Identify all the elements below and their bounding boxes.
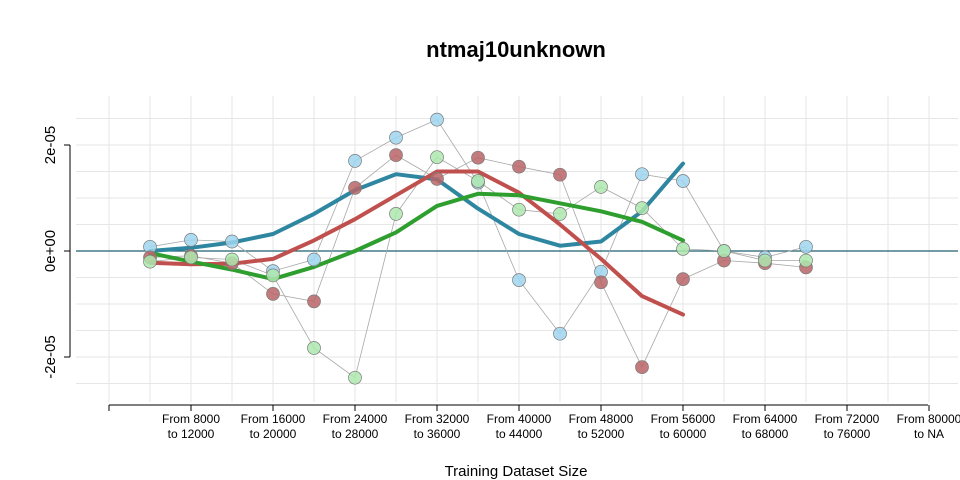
data-point bbox=[594, 275, 608, 290]
x-tick-label: From 40000 to 44000 bbox=[487, 412, 552, 441]
data-point bbox=[389, 148, 403, 162]
data-point bbox=[389, 207, 403, 221]
data-point bbox=[430, 150, 444, 165]
y-tick-label: 0e+00 bbox=[42, 230, 59, 272]
data-point bbox=[430, 112, 444, 127]
data-point bbox=[676, 242, 690, 256]
data-point bbox=[348, 181, 362, 195]
x-axis: From 8000 to 12000 From 16000 to 20000 From … bbox=[108, 404, 960, 441]
data-point bbox=[553, 167, 567, 182]
data-point bbox=[758, 253, 772, 268]
data-point bbox=[635, 201, 649, 215]
data-point bbox=[307, 252, 321, 267]
data-point bbox=[307, 294, 321, 309]
x-tick-label: From 56000 to 60000 bbox=[651, 412, 716, 441]
data-point bbox=[266, 287, 280, 301]
data-point bbox=[307, 341, 321, 355]
data-point bbox=[799, 239, 813, 254]
x-tick-label: From 80000 to NA bbox=[897, 412, 960, 441]
data-point bbox=[184, 250, 198, 265]
data-point bbox=[471, 174, 485, 188]
x-tick-label: From 24000 to 28000 bbox=[323, 412, 388, 441]
data-point bbox=[553, 207, 567, 221]
data-point bbox=[553, 326, 567, 341]
data-point bbox=[266, 268, 280, 283]
x-tick-label: From 48000 to 52000 bbox=[569, 412, 634, 441]
grid bbox=[76, 96, 958, 402]
data-point bbox=[348, 370, 362, 385]
data-point bbox=[799, 253, 813, 268]
data-points bbox=[143, 112, 813, 385]
data-point bbox=[512, 273, 526, 287]
x-tick-label: From 16000 to 20000 bbox=[241, 412, 306, 441]
x-tick-label: From 32000 to 36000 bbox=[405, 412, 470, 441]
chart-title: ntmaj10unknown bbox=[426, 37, 606, 62]
smoothed-line-2 bbox=[148, 191, 685, 282]
x-tick-label: From 8000 to 12000 bbox=[162, 412, 220, 441]
x-tick-label: From 64000 to 68000 bbox=[733, 412, 798, 441]
data-point bbox=[225, 234, 239, 249]
data-point bbox=[676, 272, 690, 286]
data-point bbox=[635, 167, 649, 182]
y-tick-label: 2e-05 bbox=[42, 126, 59, 164]
data-point bbox=[225, 252, 239, 267]
data-point bbox=[143, 254, 157, 269]
data-point bbox=[512, 202, 526, 217]
y-axis: -2e-05 0e+00 2e-05 bbox=[42, 126, 71, 379]
y-tick-label: -2e-05 bbox=[42, 335, 59, 378]
data-point bbox=[430, 172, 444, 186]
data-point bbox=[676, 174, 690, 188]
data-point bbox=[512, 159, 526, 174]
data-point bbox=[594, 180, 608, 194]
x-axis-label: Training Dataset Size bbox=[445, 463, 588, 480]
x-tick-label: From 72000 to 76000 bbox=[815, 412, 880, 441]
data-point bbox=[184, 233, 198, 247]
data-point bbox=[471, 150, 485, 165]
data-point bbox=[717, 244, 731, 258]
data-point bbox=[635, 360, 649, 374]
data-point bbox=[389, 130, 403, 145]
data-point bbox=[348, 154, 362, 168]
